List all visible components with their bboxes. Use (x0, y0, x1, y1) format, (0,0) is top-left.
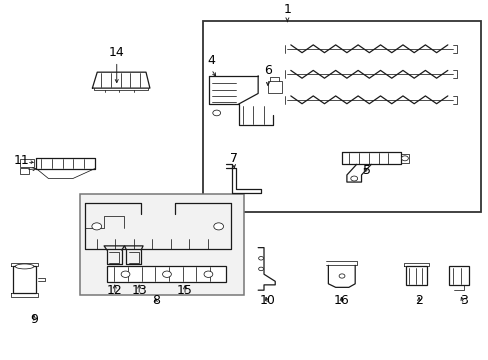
Text: 14: 14 (109, 46, 124, 59)
Text: 5: 5 (363, 164, 370, 177)
Text: 10: 10 (260, 294, 275, 307)
Circle shape (258, 257, 263, 260)
Bar (20, 159, 34, 167)
Bar (13, 266, 36, 293)
Text: 1: 1 (283, 3, 291, 16)
Circle shape (350, 176, 357, 181)
Text: 4: 4 (207, 54, 215, 67)
Circle shape (203, 271, 212, 278)
Ellipse shape (15, 264, 34, 269)
Text: 7: 7 (229, 152, 237, 165)
Bar (203, 21, 480, 212)
Bar (107, 266, 226, 282)
Text: 11: 11 (13, 154, 29, 167)
Text: 6: 6 (264, 64, 271, 77)
Circle shape (401, 156, 407, 161)
Text: 8: 8 (151, 294, 160, 307)
Circle shape (213, 223, 223, 230)
Text: 12: 12 (107, 284, 122, 297)
Circle shape (338, 274, 344, 278)
Bar (20, 167, 29, 174)
Bar (267, 81, 281, 94)
Bar (406, 266, 426, 285)
Text: 9: 9 (30, 312, 38, 326)
Circle shape (162, 271, 171, 278)
Circle shape (212, 110, 220, 116)
Text: 13: 13 (131, 284, 147, 297)
Circle shape (121, 271, 130, 278)
Circle shape (258, 267, 263, 271)
Text: 15: 15 (177, 284, 193, 297)
Text: 16: 16 (333, 294, 349, 307)
Circle shape (92, 223, 102, 230)
Bar (448, 266, 468, 285)
Text: 2: 2 (414, 294, 422, 307)
Bar (80, 194, 244, 296)
Text: 3: 3 (459, 294, 467, 307)
